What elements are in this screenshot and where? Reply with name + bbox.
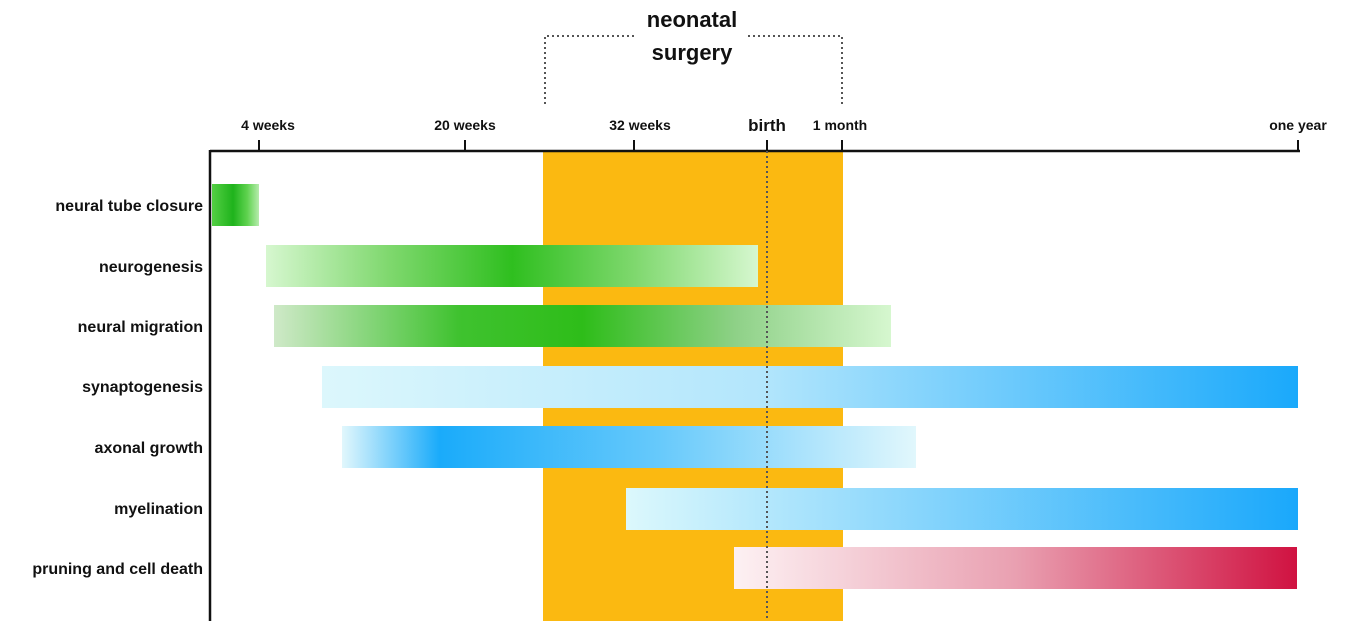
- bar-pruning-and-cell-death: [734, 547, 1297, 589]
- bar-axonal-growth: [342, 426, 916, 468]
- row-label-axonal-growth: axonal growth: [95, 440, 203, 457]
- tick-label-20-weeks: 20 weeks: [434, 117, 496, 133]
- tick-label-4-weeks: 4 weeks: [241, 117, 295, 133]
- row-label-neural-tube-closure: neural tube closure: [55, 198, 203, 215]
- row-label-pruning-and-cell-death: pruning and cell death: [32, 561, 203, 578]
- row-label-neurogenesis: neurogenesis: [99, 259, 203, 276]
- tick-label-birth: birth: [748, 116, 786, 135]
- surgery-label-line2: surgery: [652, 40, 733, 65]
- tick-label-1-month: 1 month: [813, 117, 867, 133]
- bar-neurogenesis: [266, 245, 758, 287]
- row-label-myelination: myelination: [114, 501, 203, 518]
- bar-neural-migration: [274, 305, 891, 347]
- bar-neural-tube-closure: [212, 184, 259, 226]
- bar-myelination: [626, 488, 1298, 530]
- surgery-label-line1: neonatal: [647, 7, 737, 32]
- row-label-neural-migration: neural migration: [78, 319, 203, 336]
- row-label-synaptogenesis: synaptogenesis: [82, 379, 203, 396]
- tick-label-32-weeks: 32 weeks: [609, 117, 671, 133]
- surgery-bracket: [544, 35, 843, 104]
- bar-synaptogenesis: [322, 366, 1298, 408]
- tick-label-one-year: one year: [1269, 117, 1327, 133]
